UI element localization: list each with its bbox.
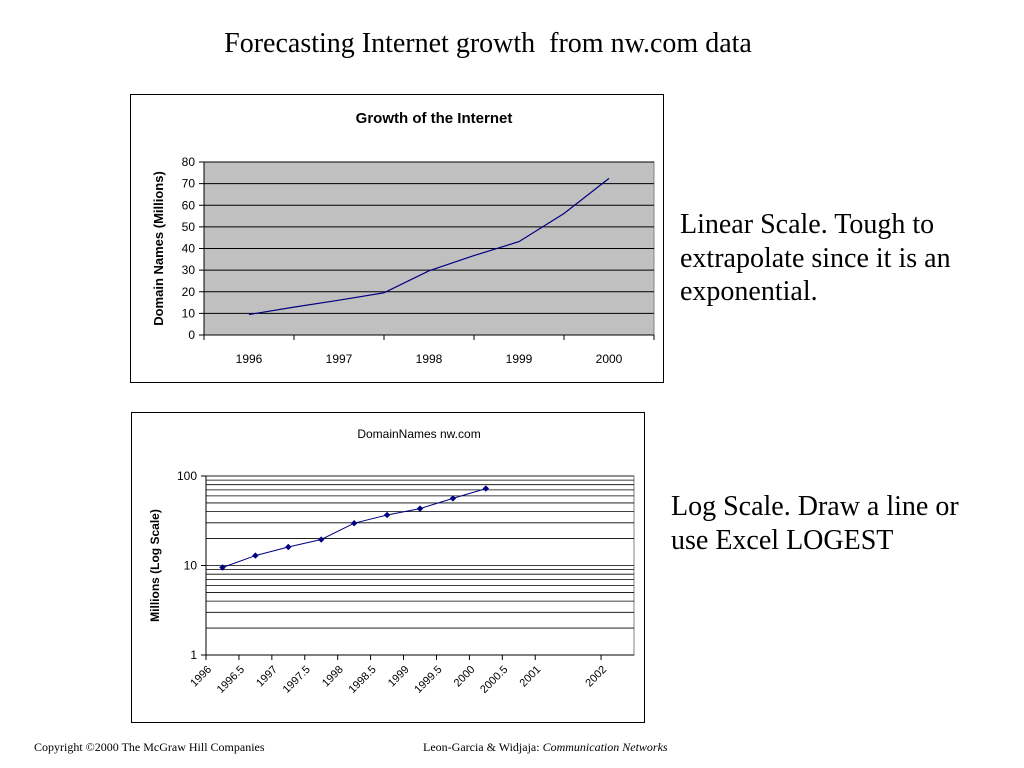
copyright-footer: Copyright ©2000 The McGraw Hill Companie…	[34, 740, 265, 754]
linear-x-tick-label: 2000	[596, 352, 623, 366]
linear-x-tick-label: 1998	[416, 352, 443, 366]
log-data-point	[449, 495, 457, 502]
log-y-tick-label: 100	[177, 469, 197, 483]
log-y-axis-label: Millions (Log Scale)	[148, 509, 162, 622]
log-x-tick-label: 1997	[254, 664, 280, 690]
citation-book: Communication Networks	[542, 740, 668, 754]
citation-author: Leon-Garcia & Widjaja:	[423, 740, 543, 754]
linear-x-tick-label: 1996	[236, 352, 263, 366]
linear-y-tick-label: 70	[182, 177, 196, 191]
log-scale-note: Log Scale. Draw a line or use Excel LOGE…	[671, 491, 959, 556]
linear-chart-title: Growth of the Internet	[356, 110, 513, 127]
linear-series-line	[248, 177, 610, 316]
linear-x-tick-label: 1997	[326, 352, 353, 366]
linear-y-tick-label: 30	[182, 263, 196, 277]
log-x-tick-label: 1997.5	[281, 664, 313, 696]
log-x-tick-label: 1999.5	[412, 664, 444, 696]
log-data-point	[416, 505, 424, 512]
linear-y-tick-label: 40	[182, 242, 196, 256]
linear-y-tick-label: 80	[182, 155, 196, 169]
slide-title: Forecasting Internet growth from nw.com …	[224, 28, 752, 59]
linear-chart-svg: Growth of the Internet 0 10 20 30 40 50 60 70 80 1…	[151, 110, 655, 366]
linear-scale-note: Linear Scale. Tough to extrapolate since…	[680, 209, 951, 308]
log-y-tick-label: 1	[190, 648, 197, 662]
log-chart-title: DomainNames nw.com	[357, 427, 480, 441]
linear-y-tick-label: 60	[182, 198, 196, 212]
linear-y-tick-label: 50	[182, 220, 196, 234]
log-chart: DomainNames nw.com 1 10 100 1996 1996.5 1997 19…	[131, 412, 645, 723]
log-x-tick-label: 1996.5	[215, 664, 247, 696]
linear-y-tick-label: 10	[182, 306, 196, 320]
log-x-tick-label: 1999	[386, 664, 412, 690]
log-x-tick-label: 1998	[320, 664, 346, 690]
log-x-tick-label: 1996	[188, 664, 214, 690]
linear-y-tick-label: 0	[188, 328, 195, 342]
log-data-point	[482, 485, 490, 492]
citation-footer: Leon-Garcia & Widjaja: Communication Net…	[423, 740, 668, 755]
linear-x-tick-label: 1999	[506, 352, 533, 366]
log-x-tick-label: 2000	[452, 664, 478, 690]
log-x-tick-label: 1998.5	[346, 664, 378, 696]
linear-y-tick-label: 20	[182, 285, 196, 299]
log-x-tick-label: 2001	[518, 664, 544, 690]
log-x-tick-label: 2000.5	[478, 664, 510, 696]
log-x-tick-label: 2002	[583, 664, 609, 690]
log-y-tick-label: 10	[184, 559, 198, 573]
linear-y-axis-label: Domain Names (Millions)	[151, 171, 166, 326]
linear-chart: Growth of the Internet 0 10 20 30 40 50 60 70 80 1…	[130, 94, 664, 383]
